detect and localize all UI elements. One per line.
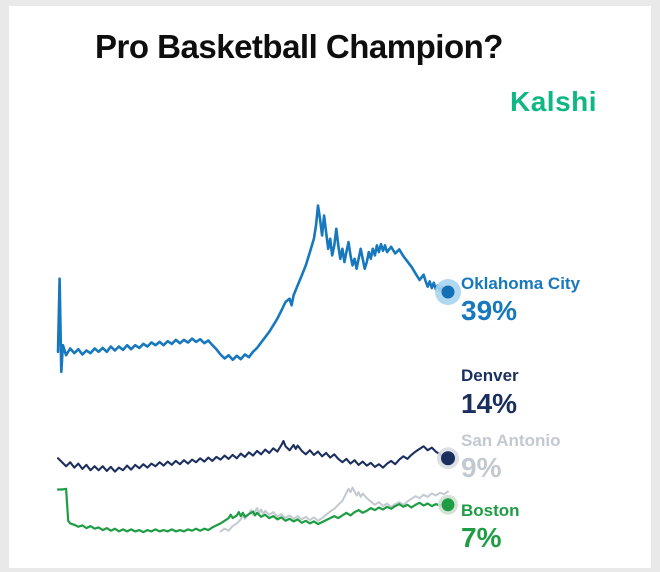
series-line-denver bbox=[56, 439, 450, 473]
champion-chart bbox=[56, 180, 461, 572]
endpoint-dot-okc bbox=[441, 285, 455, 299]
page-title: Pro Basketball Champion? bbox=[95, 28, 503, 65]
series-label-boston: Boston bbox=[461, 501, 520, 520]
line-chart-canvas bbox=[56, 204, 461, 534]
series-label-san-antonio: San Antonio bbox=[461, 431, 561, 450]
series-value-denver: 14% bbox=[461, 388, 518, 419]
series-value-san-antonio: 9% bbox=[461, 452, 502, 483]
series-line-boston bbox=[56, 487, 450, 534]
kalshi-logo: Kalshi bbox=[510, 86, 598, 117]
series-value-boston: 7% bbox=[461, 522, 502, 553]
chart-panel-background bbox=[9, 6, 651, 568]
series-line-san-antonio bbox=[219, 486, 449, 533]
endpoint-dot-boston bbox=[441, 498, 455, 512]
series-line-okc bbox=[56, 204, 450, 374]
series-label-denver: Denver bbox=[461, 366, 519, 385]
series-value-oklahoma-city: 39% bbox=[461, 295, 518, 326]
series-label-oklahoma-city: Oklahoma City bbox=[461, 274, 581, 293]
endpoint-dot-denver bbox=[441, 451, 455, 466]
